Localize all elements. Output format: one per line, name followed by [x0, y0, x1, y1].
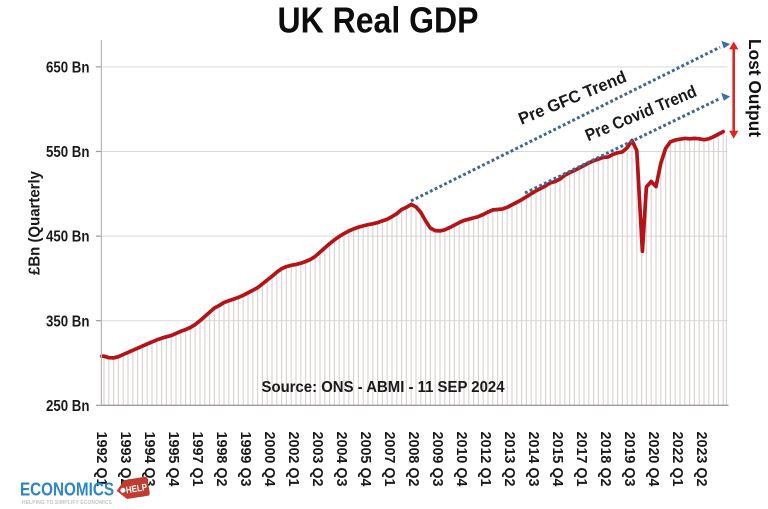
- svg-text:2010 Q4: 2010 Q4: [453, 432, 470, 488]
- svg-text:350 Bn: 350 Bn: [46, 313, 90, 330]
- svg-text:2004 Q3: 2004 Q3: [333, 432, 350, 487]
- svg-text:450 Bn: 450 Bn: [46, 229, 90, 246]
- svg-text:1998 Q2: 1998 Q2: [213, 432, 230, 487]
- svg-text:1995 Q4: 1995 Q4: [165, 432, 182, 488]
- svg-text:1997 Q1: 1997 Q1: [189, 432, 206, 487]
- svg-text:2007 Q1: 2007 Q1: [381, 432, 398, 487]
- svg-text:Source: ONS - ABMI - 11 SEP 20: Source: ONS - ABMI - 11 SEP 2024: [262, 379, 505, 396]
- svg-text:2019 Q3: 2019 Q3: [621, 432, 638, 487]
- svg-text:Lost Output: Lost Output: [745, 39, 765, 137]
- svg-text:250 Bn: 250 Bn: [46, 398, 90, 415]
- svg-text:2008 Q2: 2008 Q2: [405, 432, 422, 487]
- svg-text:ECONOMICS: ECONOMICS: [20, 479, 114, 500]
- svg-text:2017 Q1: 2017 Q1: [573, 432, 590, 487]
- svg-text:2012 Q1: 2012 Q1: [477, 432, 494, 487]
- svg-text:2013 Q2: 2013 Q2: [501, 432, 518, 487]
- svg-text:2005 Q4: 2005 Q4: [357, 432, 374, 488]
- svg-text:2000 Q4: 2000 Q4: [261, 432, 278, 488]
- svg-text:1993 Q2: 1993 Q2: [117, 432, 134, 487]
- svg-text:2018 Q2: 2018 Q2: [597, 432, 614, 487]
- svg-text:2014 Q3: 2014 Q3: [525, 432, 542, 487]
- svg-text:650 Bn: 650 Bn: [46, 60, 90, 77]
- svg-text:550 Bn: 550 Bn: [46, 144, 90, 161]
- svg-text:UK Real GDP: UK Real GDP: [278, 0, 479, 41]
- svg-text:2003 Q2: 2003 Q2: [309, 432, 326, 487]
- svg-text:£Bn (Quarterly: £Bn (Quarterly: [27, 171, 44, 275]
- svg-text:2022 Q1: 2022 Q1: [669, 432, 686, 487]
- svg-text:1992 Q1: 1992 Q1: [93, 432, 110, 487]
- svg-text:2020 Q4: 2020 Q4: [645, 432, 662, 488]
- svg-text:2015 Q4: 2015 Q4: [549, 432, 566, 488]
- svg-text:1994 Q3: 1994 Q3: [141, 432, 158, 487]
- svg-text:HELP: HELP: [125, 482, 149, 496]
- svg-text:2023 Q2: 2023 Q2: [693, 432, 710, 487]
- svg-text:1999 Q3: 1999 Q3: [237, 432, 254, 487]
- svg-text:2009 Q3: 2009 Q3: [429, 432, 446, 487]
- svg-text:2002 Q1: 2002 Q1: [285, 432, 302, 487]
- svg-text:HELPING TO SIMPLIFY ECONOMICS: HELPING TO SIMPLIFY ECONOMICS: [22, 500, 112, 506]
